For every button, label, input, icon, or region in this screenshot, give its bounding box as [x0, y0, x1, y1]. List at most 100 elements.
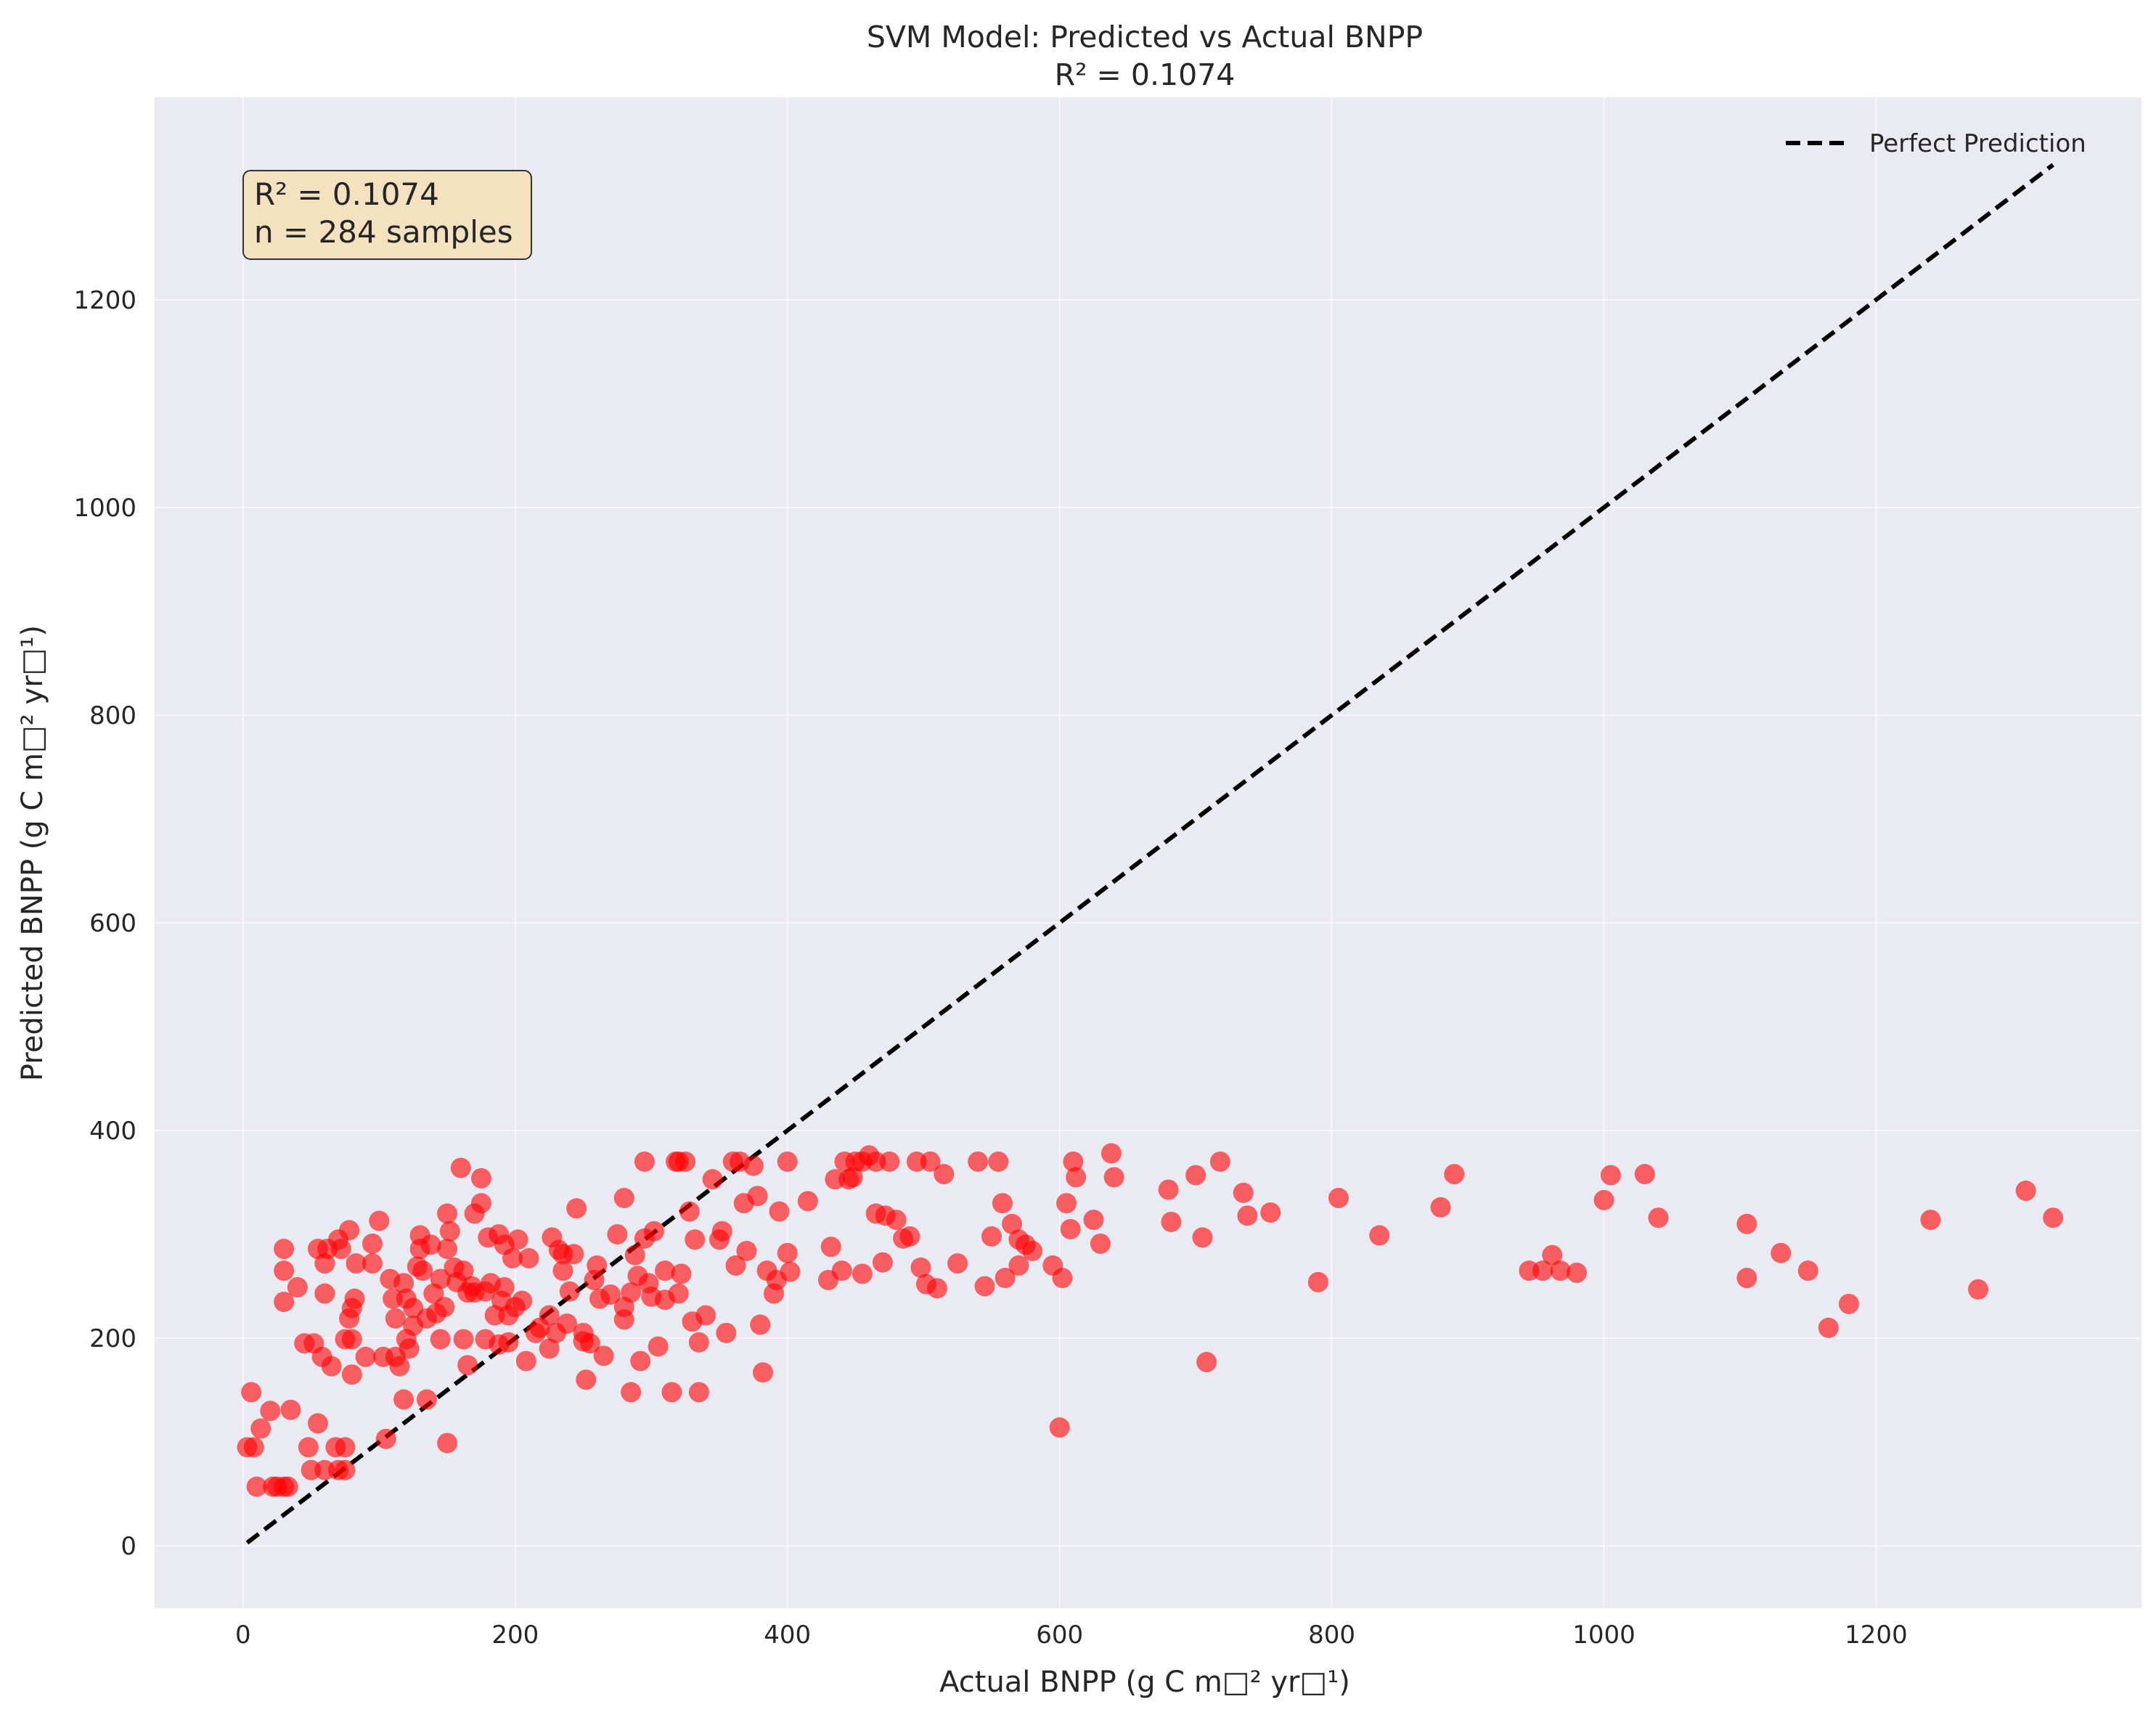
scatter-point	[685, 1229, 706, 1250]
scatter-point	[1233, 1182, 1254, 1203]
scatter-point	[988, 1151, 1009, 1172]
scatter-point	[385, 1308, 406, 1329]
scatter-point	[780, 1261, 801, 1282]
scatter-point	[307, 1413, 328, 1434]
chart-title: SVM Model: Predicted vs Actual BNPP	[867, 20, 1423, 54]
scatter-point	[910, 1257, 931, 1278]
scatter-point	[412, 1260, 433, 1281]
y-tick-label: 0	[121, 1532, 136, 1561]
scatter-point	[600, 1284, 621, 1305]
scatter-point	[1063, 1151, 1084, 1172]
scatter-point	[389, 1356, 410, 1377]
scatter-point	[661, 1382, 682, 1403]
scatter-point	[457, 1355, 478, 1376]
scatter-point	[648, 1336, 669, 1357]
scatter-point	[1838, 1293, 1859, 1314]
scatter-point	[842, 1167, 863, 1188]
scatter-point	[298, 1437, 319, 1458]
scatter-point	[643, 1220, 664, 1242]
scatter-point	[507, 1229, 528, 1250]
scatter-point	[470, 1193, 491, 1214]
scatter-point	[243, 1437, 264, 1458]
scatter-point	[566, 1198, 587, 1219]
y-tick-label: 200	[89, 1324, 136, 1353]
scatter-point	[502, 1248, 523, 1269]
stats-box	[242, 170, 532, 260]
scatter-point	[688, 1382, 709, 1403]
scatter-point	[552, 1260, 573, 1281]
legend: Perfect Prediction	[1786, 129, 2086, 158]
scatter-point	[1328, 1188, 1349, 1209]
scatter-point	[494, 1277, 515, 1298]
scatter-point	[470, 1167, 491, 1189]
scatter-point	[872, 1252, 893, 1273]
scatter-point	[711, 1220, 732, 1242]
scatter-point	[1209, 1151, 1230, 1172]
scatter-point	[947, 1253, 968, 1274]
scatter-point	[1049, 1417, 1070, 1438]
scatter-point	[777, 1151, 798, 1172]
scatter-point	[1052, 1268, 1073, 1289]
y-tick-label: 800	[89, 701, 136, 730]
scatter-point	[716, 1322, 737, 1343]
x-axis-label: Actual BNPP (g C m□² yr□¹)	[939, 1666, 1350, 1699]
y-tick-label: 400	[89, 1117, 136, 1146]
scatter-point	[1818, 1317, 1839, 1338]
scatter-point	[587, 1255, 608, 1276]
x-tick-label: 1200	[1845, 1621, 1908, 1650]
scatter-point	[1444, 1164, 1465, 1185]
scatter-point	[512, 1290, 533, 1311]
scatter-point	[314, 1283, 335, 1304]
scatter-point	[777, 1242, 798, 1263]
scatter-point	[1158, 1179, 1179, 1200]
scatter-point	[1083, 1210, 1104, 1231]
scatter-point	[557, 1313, 578, 1334]
scatter-point	[430, 1268, 451, 1289]
scatter-point	[321, 1356, 342, 1377]
scatter-point	[246, 1476, 267, 1497]
scatter-point	[439, 1220, 460, 1242]
scatter-point	[702, 1169, 723, 1190]
scatter-point	[1797, 1260, 1818, 1281]
legend-label-perfect-prediction: Perfect Prediction	[1869, 129, 2086, 158]
scatter-point	[743, 1155, 764, 1176]
scatter-point	[634, 1151, 655, 1172]
scatter-point	[1161, 1211, 1182, 1232]
scatter-point	[621, 1382, 642, 1403]
scatter-point	[736, 1240, 757, 1261]
scatter-point	[1008, 1255, 1029, 1276]
scatter-point	[593, 1345, 614, 1366]
scatter-point	[1593, 1189, 1614, 1210]
scatter-point	[346, 1253, 367, 1274]
scatter-point	[654, 1260, 675, 1281]
scatter-point	[280, 1399, 301, 1420]
scatter-point	[752, 1362, 773, 1383]
scatter-point	[579, 1333, 600, 1354]
x-tick-label: 400	[764, 1621, 811, 1650]
scatter-point	[1192, 1227, 1213, 1248]
scatter-point	[274, 1260, 295, 1281]
scatter-point	[362, 1233, 383, 1254]
scatter-point	[335, 1437, 356, 1458]
scatter-point	[668, 1283, 689, 1304]
scatter-point	[539, 1338, 560, 1359]
scatter-point	[437, 1432, 458, 1454]
scatter-point	[341, 1364, 362, 1385]
scatter-point	[241, 1382, 262, 1403]
x-tick-label: 1000	[1572, 1621, 1636, 1650]
scatter-point	[393, 1389, 415, 1410]
chart-subtitle: R² = 0.1074	[1055, 57, 1236, 92]
stats-n: n = 284 samples	[254, 214, 513, 250]
tick-labels: 0 200 400 600 800 1000 1200 0 200 400 600 800 1000 12…	[73, 286, 1907, 1650]
scatter-point	[852, 1263, 873, 1284]
scatter-point	[747, 1186, 768, 1207]
scatter-point	[453, 1260, 474, 1281]
scatter-point	[393, 1273, 415, 1294]
y-tick-label: 1000	[73, 494, 136, 523]
scatter-point	[416, 1389, 437, 1410]
scatter-point	[437, 1203, 458, 1224]
scatter-point	[518, 1248, 539, 1269]
scatter-point	[769, 1201, 790, 1222]
stats-annotation: R² = 0.1074 n = 284 samples	[242, 170, 532, 260]
